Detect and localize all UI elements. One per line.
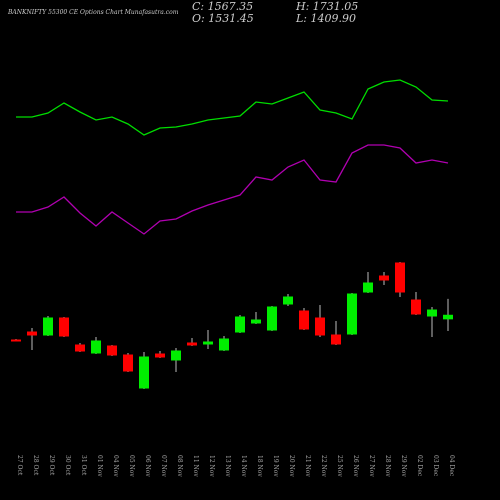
candle-body <box>219 338 229 351</box>
x-tick-label: 29 Oct <box>48 455 55 476</box>
candle-body <box>187 342 197 346</box>
candle-body <box>107 345 117 356</box>
x-tick-label: 03 Dec <box>432 455 439 477</box>
x-tick-label: 11 Nov <box>192 455 199 477</box>
chart-title: BANKNIFTY 55300 CE Options Chart Munafas… <box>7 9 179 16</box>
indicator-line <box>16 144 449 235</box>
candle-body <box>411 299 421 315</box>
candle-body <box>443 314 453 320</box>
x-tick-label: 13 Nov <box>224 455 231 477</box>
candle-body <box>155 353 165 358</box>
candle-body <box>11 339 21 342</box>
candle-body <box>315 317 325 336</box>
x-tick-label: 26 Nov <box>352 455 359 477</box>
candle-body <box>235 316 245 333</box>
x-tick-label: 21 Nov <box>304 455 311 477</box>
x-tick-label: 28 Nov <box>384 455 391 477</box>
x-tick-label: 18 Nov <box>256 455 263 477</box>
header-close: C: 1567.35 <box>192 0 253 13</box>
x-tick-label: 22 Nov <box>320 455 327 477</box>
header-open: O: 1531.45 <box>192 12 254 25</box>
x-tick-label: 29 Nov <box>400 455 407 477</box>
x-tick-label: 05 Nov <box>128 455 135 477</box>
x-tick-label: 08 Nov <box>176 455 183 477</box>
header-high: H: 1731.05 <box>295 0 358 13</box>
candle-body <box>331 334 341 345</box>
candle-body <box>347 293 357 335</box>
x-tick-label: 27 Oct <box>16 455 23 476</box>
candle-body <box>59 317 69 337</box>
x-tick-label: 01 Nov <box>96 455 103 477</box>
candle-body <box>75 344 85 352</box>
candle-body <box>43 317 53 336</box>
candle-body <box>267 306 277 331</box>
header-low: L: 1409.90 <box>295 12 356 25</box>
candle-body <box>363 282 373 293</box>
x-tick-label: 28 Oct <box>32 455 39 476</box>
candle-body <box>139 356 149 389</box>
candle-body <box>283 296 293 305</box>
x-tick-label: 19 Nov <box>272 455 279 477</box>
candle-body <box>379 275 389 281</box>
x-tick-label: 31 Oct <box>80 455 87 476</box>
x-tick-label: 06 Nov <box>144 455 151 477</box>
indicator-line <box>16 79 449 136</box>
x-tick-label: 07 Nov <box>160 455 167 477</box>
candle-body <box>427 309 437 317</box>
x-tick-label: 14 Nov <box>240 455 247 477</box>
x-tick-label: 02 Dec <box>416 455 423 477</box>
x-tick-label: 25 Nov <box>336 455 343 477</box>
candle-body <box>203 341 213 345</box>
candle-body <box>91 340 101 354</box>
candle-body <box>395 262 405 293</box>
x-tick-label: 27 Nov <box>368 455 375 477</box>
x-tick-label: 30 Oct <box>64 455 71 476</box>
candle-body <box>123 354 133 372</box>
x-tick-label: 20 Nov <box>288 455 295 477</box>
candle-body <box>27 331 37 336</box>
candle-body <box>299 310 309 330</box>
x-tick-label: 04 Nov <box>112 455 119 477</box>
x-tick-label: 04 Dec <box>448 455 455 477</box>
x-tick-label: 12 Nov <box>208 455 215 477</box>
candle-body <box>171 350 181 361</box>
candle-body <box>251 319 261 324</box>
